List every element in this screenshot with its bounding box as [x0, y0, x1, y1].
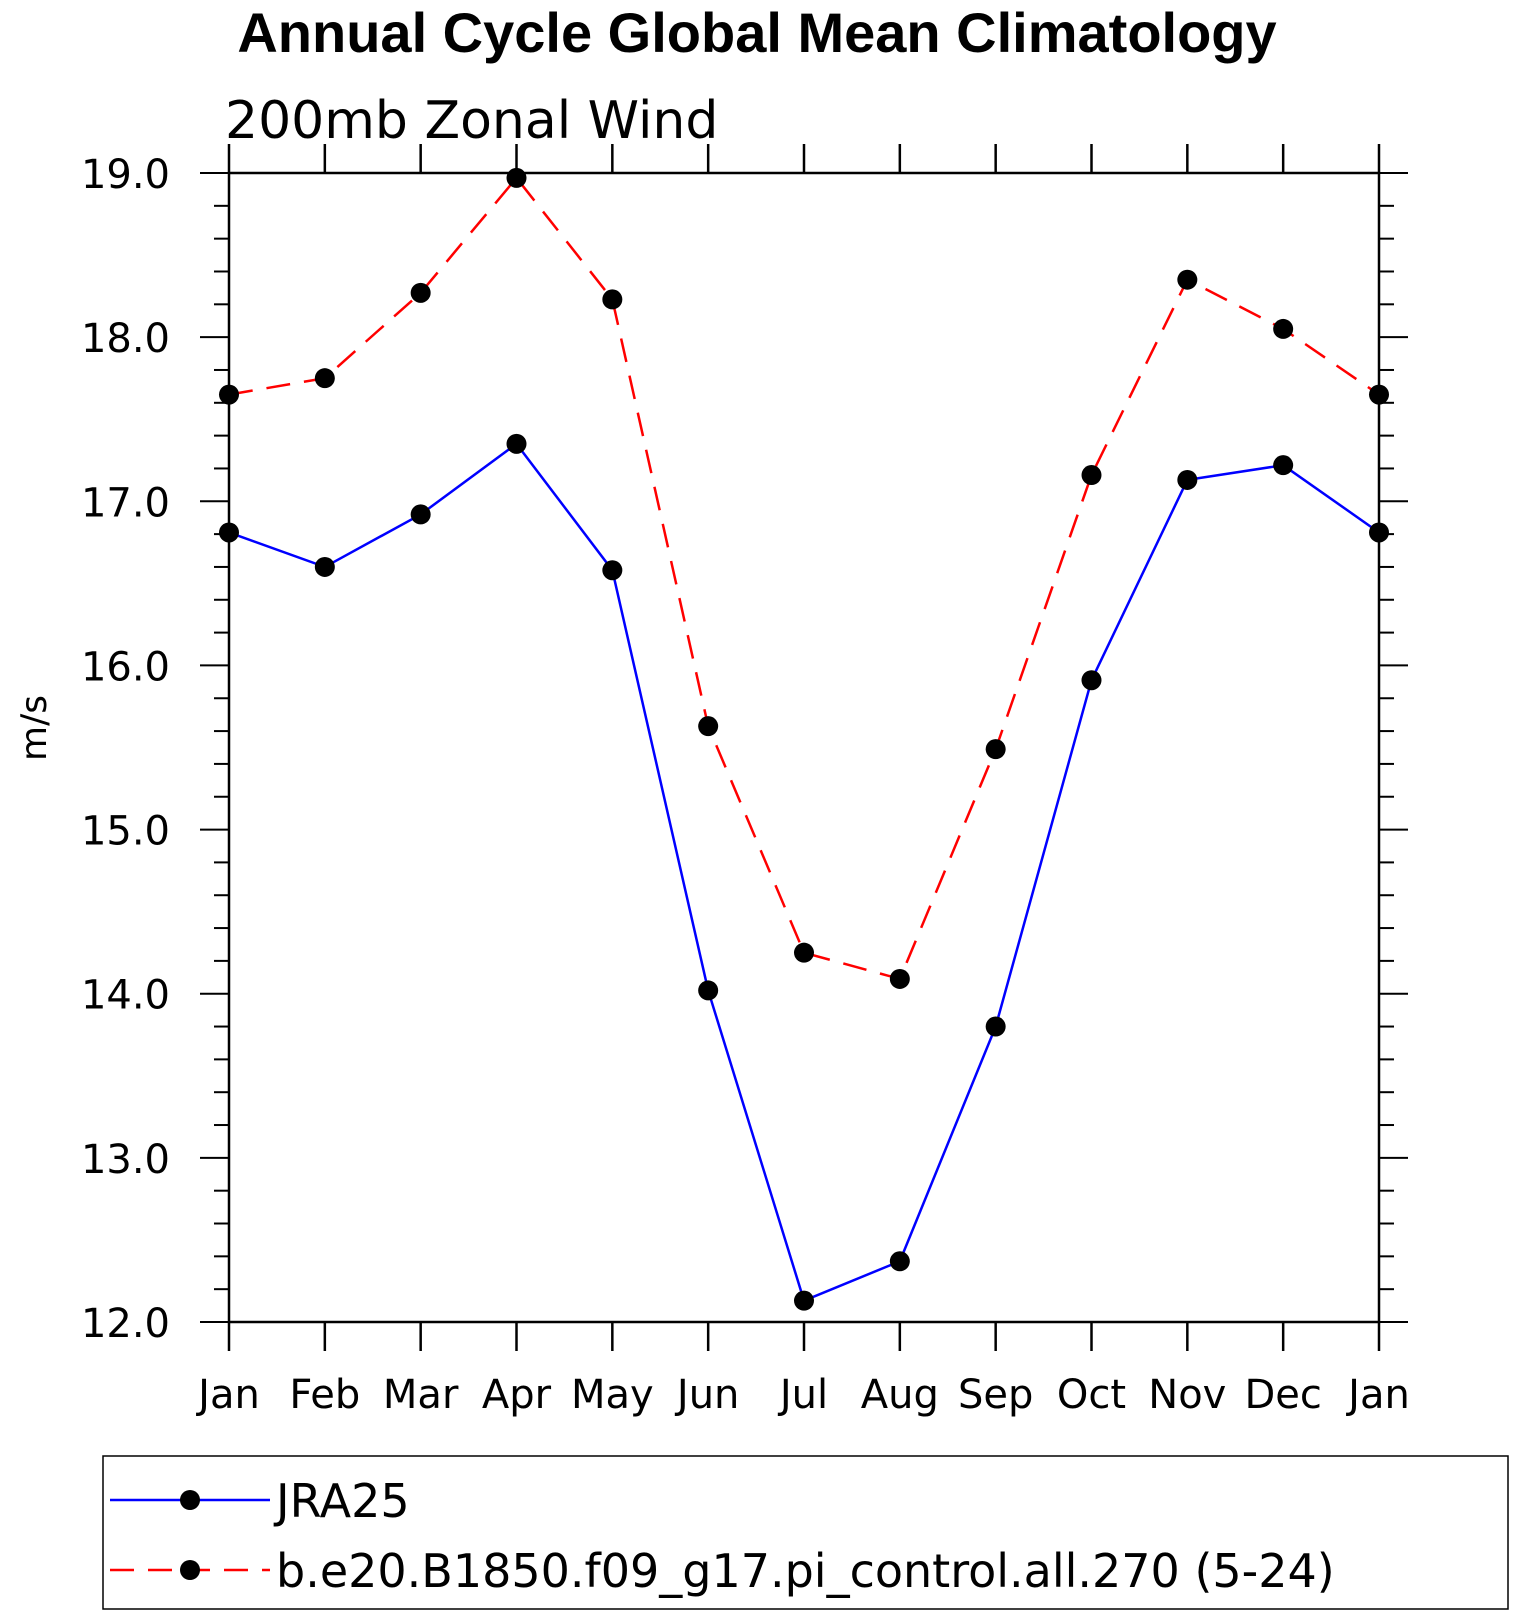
series-layer — [219, 167, 1389, 1311]
data-point-series-2 — [1177, 269, 1198, 290]
x-tick-label: Aug — [861, 1372, 939, 1418]
y-tick-label: 19.0 — [81, 152, 170, 198]
data-point-series-1 — [889, 1251, 910, 1272]
data-point-series-2 — [410, 282, 431, 303]
data-point-series-2 — [985, 739, 1006, 760]
data-point-series-2 — [698, 716, 719, 737]
data-point-series-1 — [219, 522, 239, 543]
data-point-series-2 — [602, 289, 623, 310]
legend-marker-2 — [180, 1560, 200, 1580]
x-tick-label: Sep — [958, 1372, 1033, 1418]
series-line-2 — [228, 175, 1380, 981]
y-tick-labels: 12.0 13.0 14.0 15.0 16.0 17.0 18.0 19.0 — [81, 152, 170, 1347]
x-tick-label: Mar — [383, 1372, 459, 1418]
legend: JRA25 b.e20.B1850.f09_g17.pi_control.all.… — [110, 1474, 1335, 1598]
data-point-series-2 — [506, 167, 527, 188]
y-tick-label: 13.0 — [81, 1137, 170, 1183]
x-tick-labels: Jan Feb Mar Apr May Jun Jul Aug Sep Oct Nov Dec Jan — [195, 1372, 1410, 1418]
y-tick-label: 16.0 — [81, 644, 170, 690]
plot-frame — [227, 171, 1381, 1324]
data-point-series-2 — [1081, 465, 1102, 486]
chart-subtitle: 200mb Zonal Wind — [225, 91, 718, 151]
legend-label-1: JRA25 — [273, 1474, 410, 1528]
legend-marker-1 — [180, 1490, 200, 1510]
y-tick-label: 14.0 — [81, 973, 170, 1019]
y-tick-label: 15.0 — [81, 809, 170, 855]
data-point-series-1 — [506, 433, 527, 454]
data-point-series-2 — [314, 368, 335, 389]
axis-ticks — [200, 144, 1408, 1351]
x-tick-label: Apr — [482, 1372, 552, 1418]
x-tick-label: Nov — [1148, 1372, 1226, 1418]
x-tick-label: May — [571, 1372, 654, 1418]
data-point-series-2 — [1369, 384, 1389, 405]
data-point-series-2 — [889, 968, 910, 989]
x-tick-label: Jan — [195, 1372, 260, 1418]
y-tick-label: 18.0 — [81, 316, 170, 362]
y-axis-label: m/s — [14, 695, 55, 761]
data-point-series-1 — [1177, 469, 1198, 490]
data-point-series-2 — [794, 942, 814, 963]
y-tick-label: 17.0 — [81, 480, 170, 526]
data-point-series-1 — [1081, 670, 1102, 691]
data-point-series-1 — [794, 1290, 814, 1311]
data-point-series-1 — [410, 504, 431, 525]
chart-title: Annual Cycle Global Mean Climatology — [237, 1, 1277, 64]
data-point-series-1 — [602, 560, 623, 581]
x-tick-label: Dec — [1244, 1372, 1321, 1418]
data-point-series-1 — [314, 556, 335, 577]
x-tick-label: Feb — [289, 1372, 360, 1418]
legend-box — [102, 1455, 1509, 1610]
data-point-series-1 — [985, 1016, 1006, 1037]
data-point-series-2 — [219, 384, 239, 405]
x-tick-label: Jun — [674, 1372, 740, 1418]
x-tick-label: Jul — [777, 1372, 828, 1418]
legend-label-2: b.e20.B1850.f09_g17.pi_control.all.270 (… — [276, 1544, 1335, 1598]
series-line-1 — [228, 442, 1380, 1303]
data-point-series-1 — [698, 980, 719, 1001]
x-tick-label: Oct — [1057, 1372, 1126, 1418]
data-point-series-1 — [1369, 522, 1389, 543]
data-point-series-1 — [1273, 455, 1294, 476]
x-tick-label: Jan — [1345, 1372, 1410, 1418]
y-tick-label: 12.0 — [81, 1301, 170, 1347]
data-point-series-2 — [1273, 318, 1294, 339]
